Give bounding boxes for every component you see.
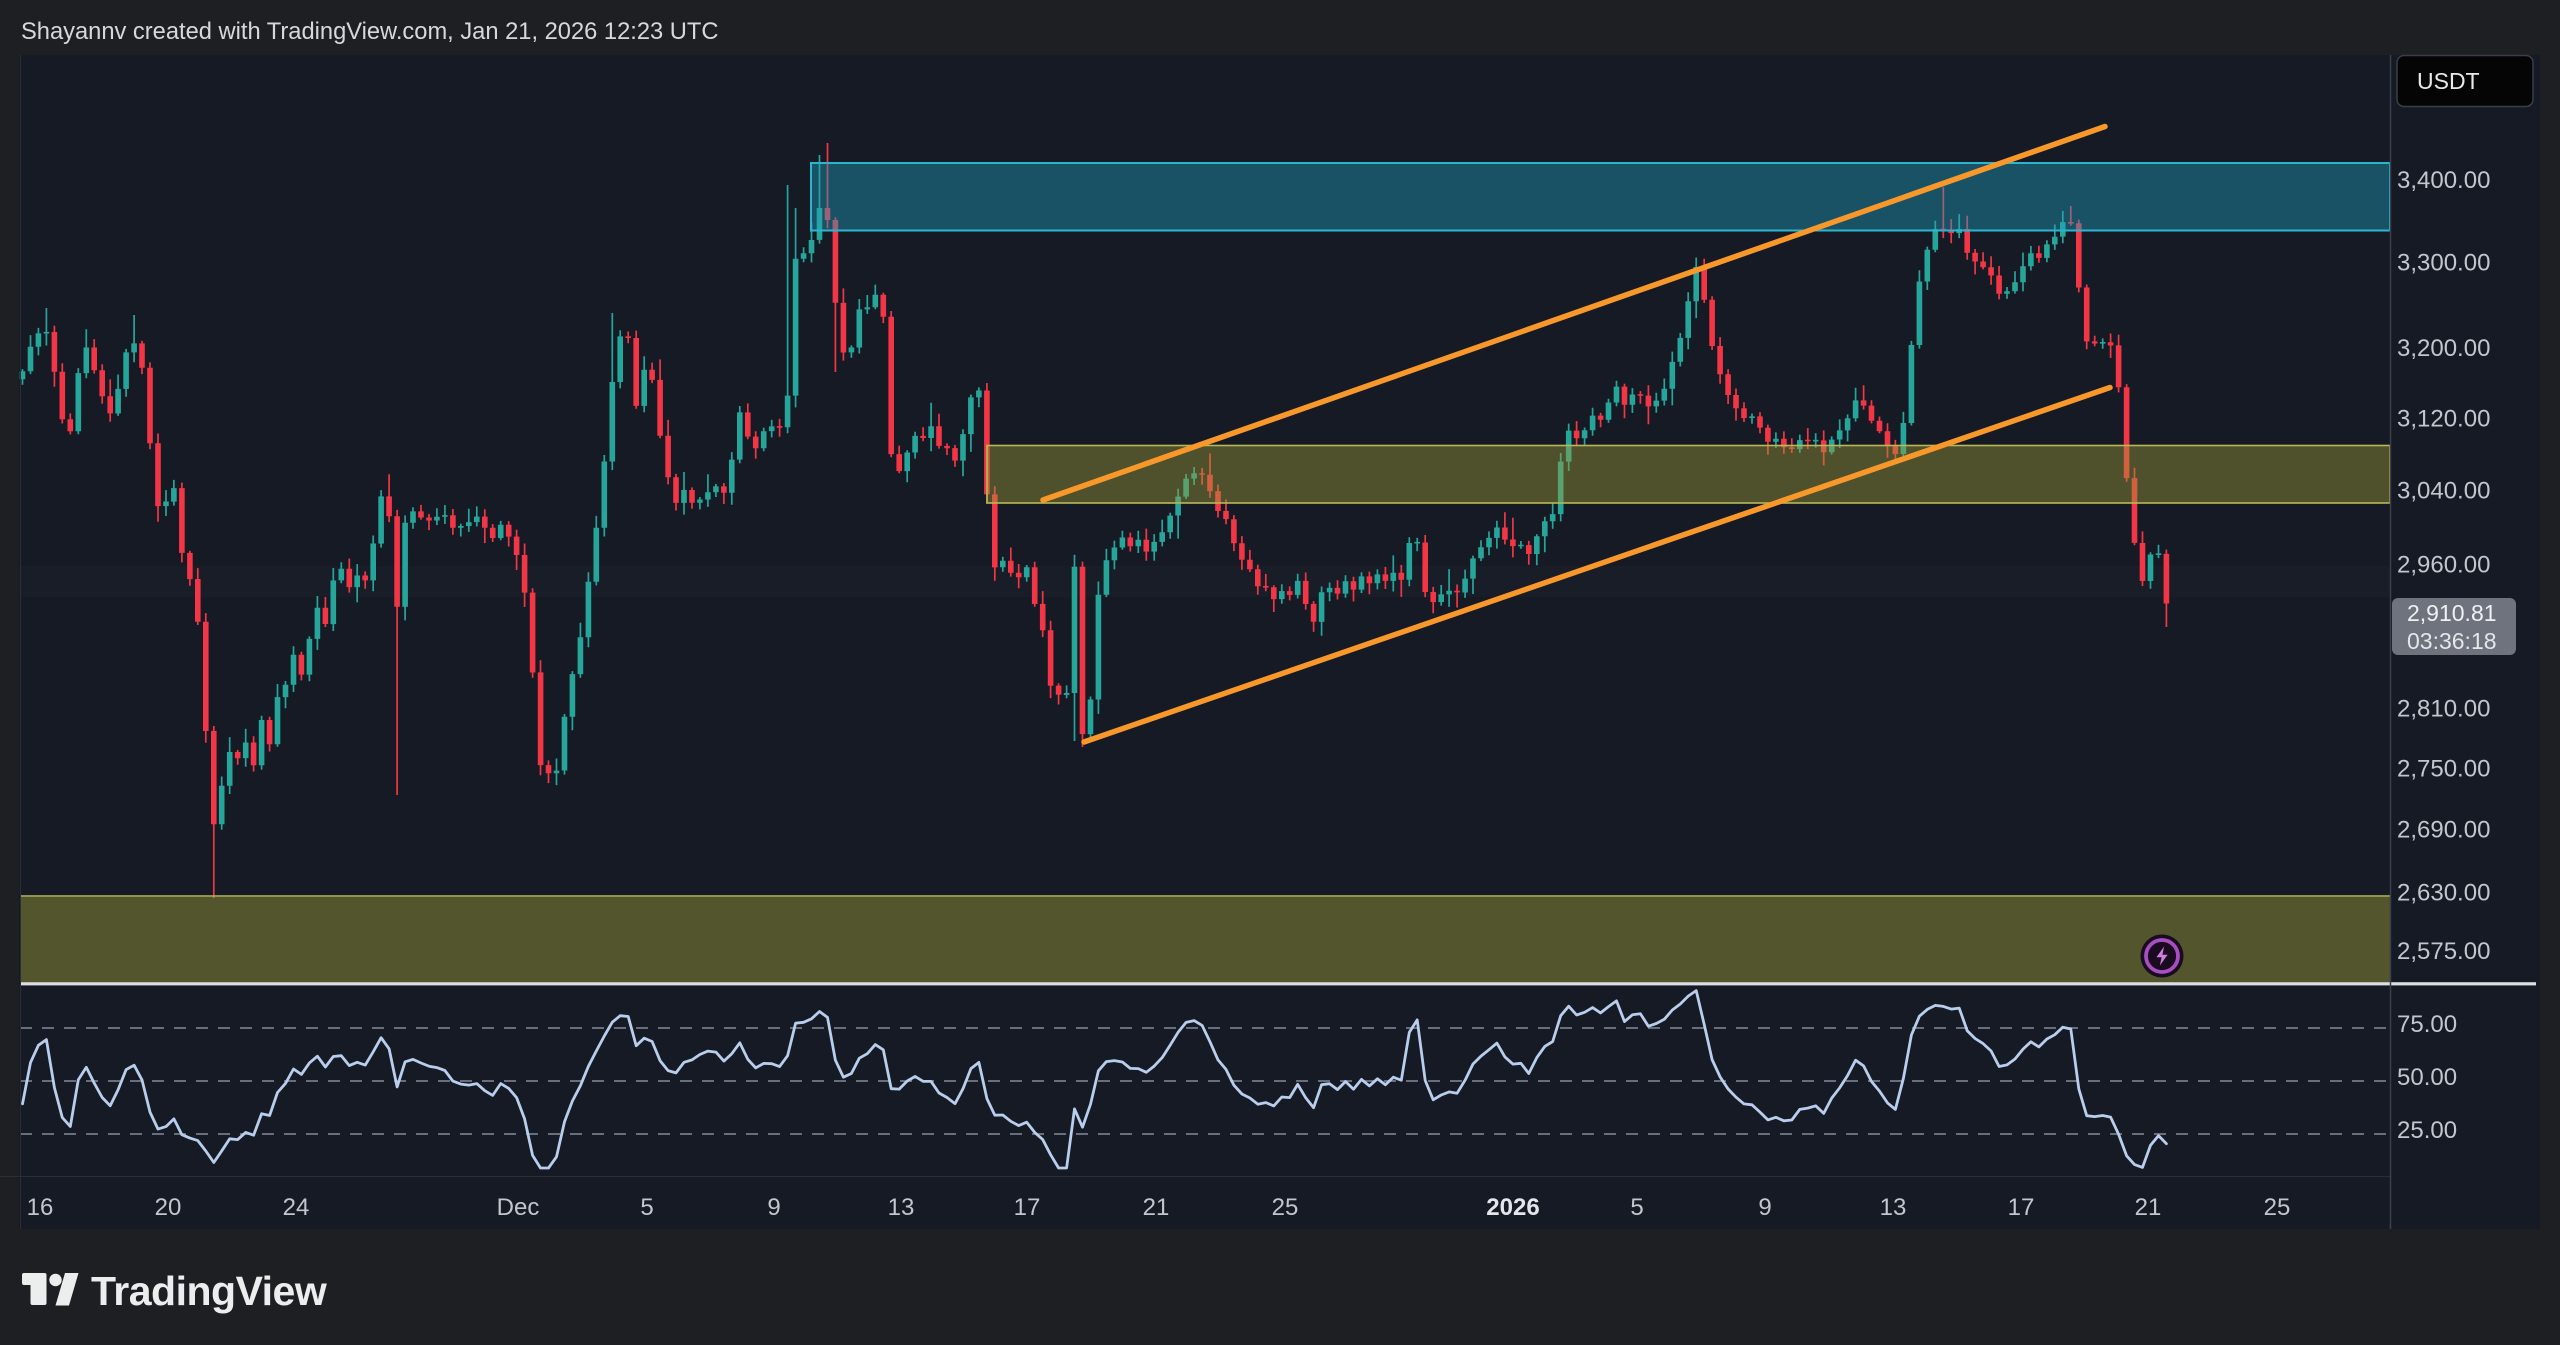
svg-text:USDT: USDT [2417, 68, 2480, 94]
svg-text:Shayannv created with TradingV: Shayannv created with TradingView.com, J… [21, 19, 718, 45]
svg-text:5: 5 [640, 1194, 653, 1221]
svg-text:13: 13 [888, 1194, 915, 1221]
svg-text:3,300.00: 3,300.00 [2397, 250, 2490, 277]
svg-text:20: 20 [155, 1194, 182, 1221]
svg-text:3,400.00: 3,400.00 [2397, 167, 2490, 194]
svg-text:17: 17 [2008, 1194, 2035, 1221]
svg-text:Dec: Dec [497, 1194, 540, 1221]
svg-text:2026: 2026 [1486, 1194, 1539, 1221]
svg-text:03:36:18: 03:36:18 [2407, 628, 2497, 654]
svg-text:25.00: 25.00 [2397, 1117, 2457, 1144]
svg-text:3,120.00: 3,120.00 [2397, 405, 2490, 432]
svg-text:21: 21 [2135, 1194, 2162, 1221]
svg-text:3,200.00: 3,200.00 [2397, 335, 2490, 362]
svg-text:25: 25 [2264, 1194, 2291, 1221]
svg-text:3,040.00: 3,040.00 [2397, 477, 2490, 504]
svg-text:TradingView: TradingView [91, 1268, 327, 1314]
svg-text:13: 13 [1880, 1194, 1907, 1221]
svg-text:21: 21 [1143, 1194, 1170, 1221]
svg-text:2,910.81: 2,910.81 [2407, 600, 2497, 626]
svg-text:2,630.00: 2,630.00 [2397, 879, 2490, 906]
svg-text:2,575.00: 2,575.00 [2397, 938, 2490, 965]
svg-text:2,810.00: 2,810.00 [2397, 696, 2490, 723]
svg-text:9: 9 [767, 1194, 780, 1221]
svg-text:17: 17 [1014, 1194, 1041, 1221]
svg-text:25: 25 [1272, 1194, 1299, 1221]
svg-text:50.00: 50.00 [2397, 1064, 2457, 1091]
svg-text:2,960.00: 2,960.00 [2397, 551, 2490, 578]
svg-text:2,750.00: 2,750.00 [2397, 756, 2490, 783]
svg-text:9: 9 [1758, 1194, 1771, 1221]
svg-text:75.00: 75.00 [2397, 1011, 2457, 1038]
svg-text:24: 24 [283, 1194, 310, 1221]
svg-text:5: 5 [1630, 1194, 1643, 1221]
svg-text:16: 16 [27, 1194, 54, 1221]
svg-text:2,690.00: 2,690.00 [2397, 817, 2490, 844]
